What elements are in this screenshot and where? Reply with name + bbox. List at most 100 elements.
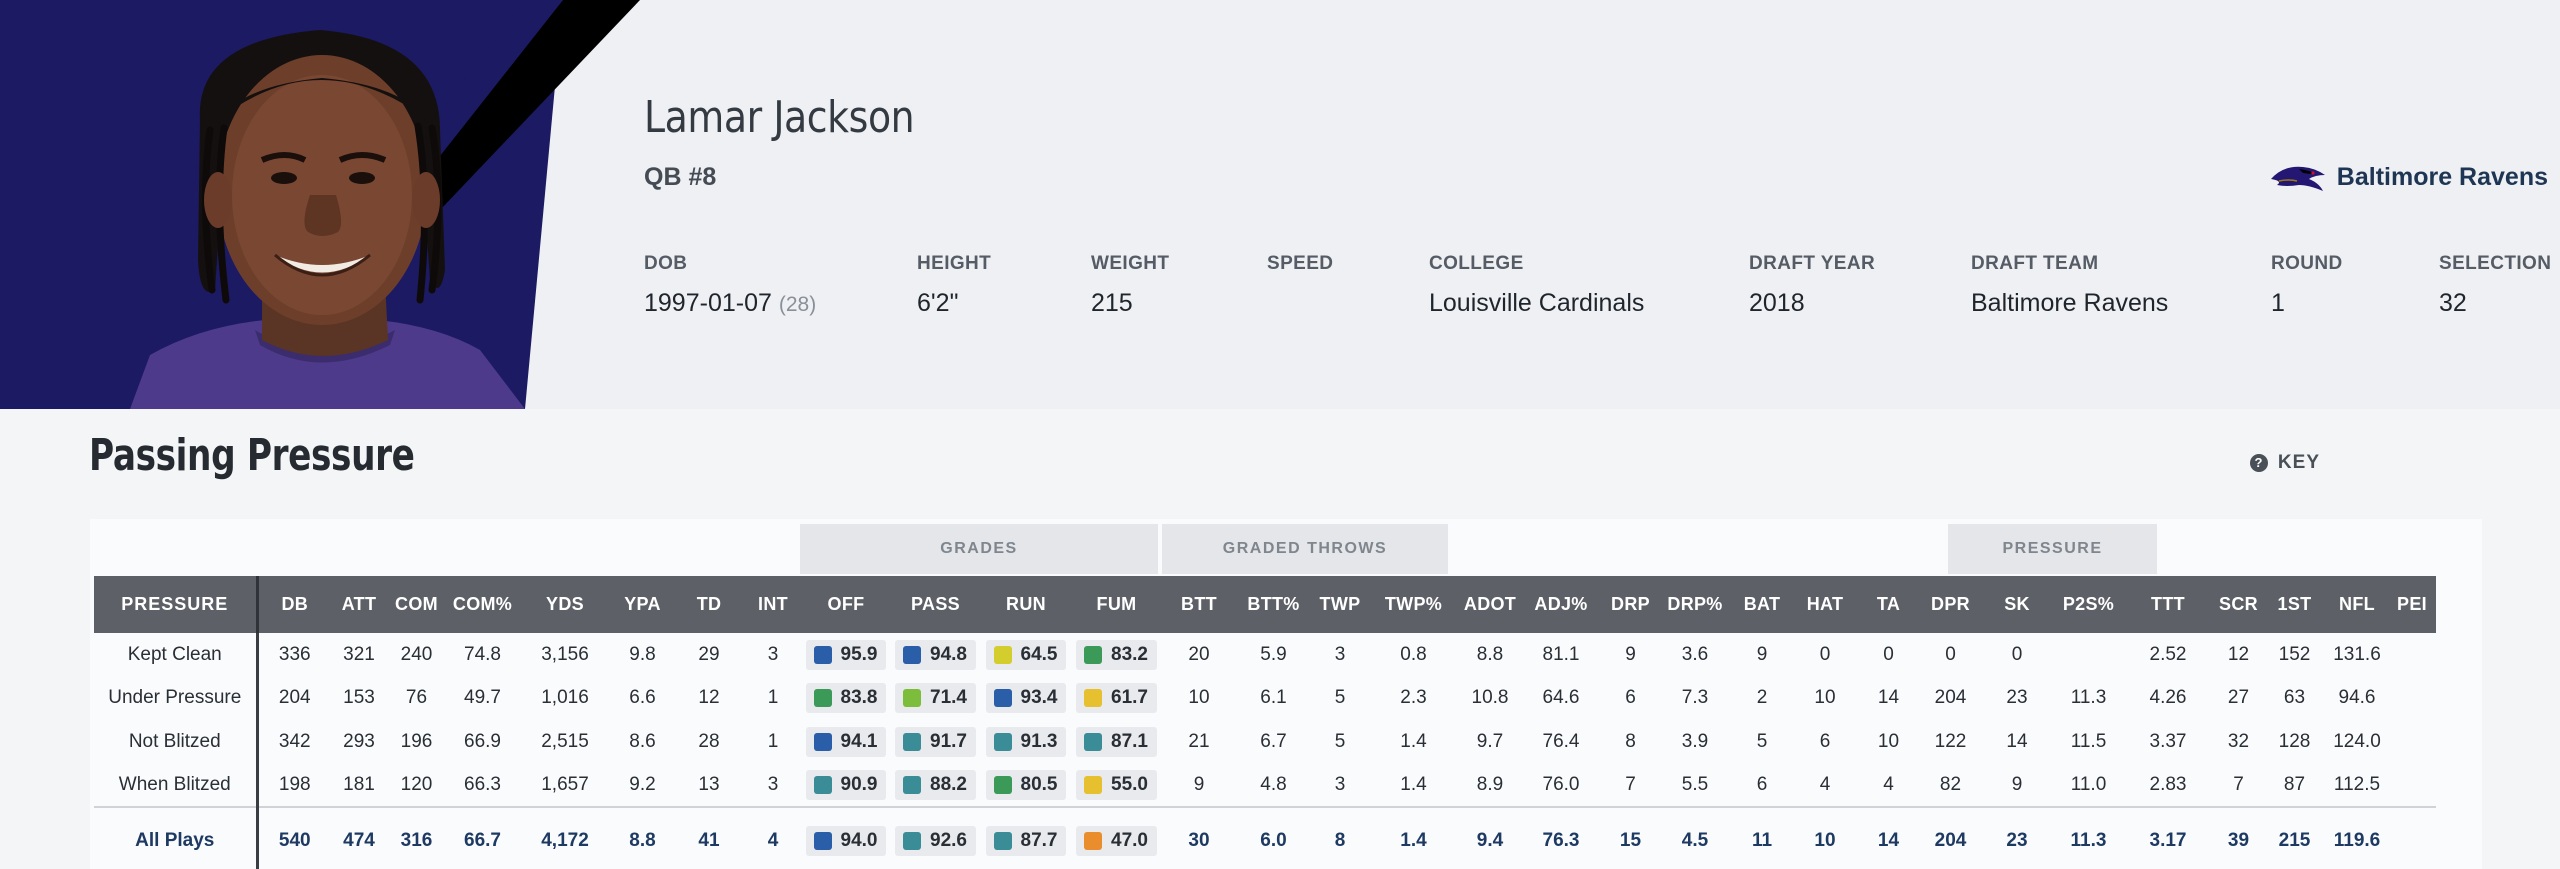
table-cell: 0 [2011,643,2023,665]
section-title: Passing Pressure [89,430,415,481]
grade-color-swatch [993,831,1012,850]
column-header-p2s-[interactable]: P2S% [2055,576,2122,633]
column-header-att[interactable]: ATT [331,576,387,633]
player-photo [0,0,640,409]
column-header-adot[interactable]: ADOT [1458,576,1522,633]
row-label: All Plays [94,806,259,869]
column-header-adj-[interactable]: ADJ% [1522,576,1600,633]
column-header-off[interactable]: OFF [802,576,890,633]
column-header-int[interactable]: INT [744,576,802,633]
table-cell: 76.4 [1542,730,1580,752]
column-header-ttt[interactable]: TTT [2122,576,2214,633]
table-cell: 3.37 [2149,730,2187,752]
bio-value: 6'2" [917,289,959,317]
column-header-bat[interactable]: BAT [1729,576,1795,633]
table-row: When Blitzed 198 181 120 66.3 1,657 9.2 13 3 90.9… [94,763,2436,807]
column-header-pass[interactable]: PASS [890,576,981,633]
grade-cell: 47.0 [1071,806,1162,869]
grade-value: 91.7 [930,730,967,752]
table-cell: 20 [1188,643,1210,665]
key-button[interactable]: ? KEY [2249,452,2320,474]
table-cell: 66.3 [464,773,501,795]
column-header-db[interactable]: DB [257,576,331,633]
column-header-btt[interactable]: BTT [1162,576,1236,633]
grade-cell: 83.8 [802,677,890,721]
column-header-td[interactable]: TD [674,576,744,633]
table-cell: 9 [1625,643,1636,665]
grade-badge: 91.7 [895,726,976,757]
table-cell: 153 [343,687,375,709]
table-cell: 9.7 [1476,730,1504,752]
grade-cell: 91.3 [981,720,1071,764]
table-cell: 316 [387,806,446,869]
grade-color-swatch [1084,732,1102,751]
table-cell: 10 [1188,687,1210,709]
column-header-drp-[interactable]: DRP% [1661,576,1729,633]
table-cell: 10 [1877,730,1900,752]
grade-value: 93.4 [1020,687,1058,709]
grade-value: 83.2 [1111,643,1148,665]
grade-color-swatch [993,732,1012,751]
table-cell: 8.9 [1476,773,1504,795]
column-header-nfl[interactable]: NFL [2326,576,2388,633]
bio-draft-year: DRAFT YEAR 2018 [1749,253,1875,318]
column-header-twp[interactable]: TWP [1311,576,1369,633]
grade-color-swatch [903,645,921,664]
table-cell: 119.6 [2326,806,2388,869]
table-cell: 7 [2233,773,2244,795]
bio-weight: WEIGHT 215 [1091,253,1169,318]
grade-value: 80.5 [1020,773,1058,795]
grade-badge: 95.9 [805,639,887,670]
column-header-drp[interactable]: DRP [1600,576,1661,633]
column-header-1st[interactable]: 1ST [2263,576,2326,633]
table-cell: 124.0 [2333,730,2381,752]
table-cell: 1,016 [541,687,589,709]
table-cell: 6.1 [1260,687,1287,709]
grade-badge: 80.5 [985,769,1067,800]
column-header-twp-[interactable]: TWP% [1369,576,1458,633]
table-header-row: PRESSURE DB ATT COM COM% YDS YPA TD INT OFF PASS RU… [94,576,2436,633]
column-header-run[interactable]: RUN [981,576,1071,633]
column-header-fum[interactable]: FUM [1071,576,1162,633]
grade-color-swatch [993,645,1012,664]
column-header-com[interactable]: COM [387,576,446,633]
grade-cell: 93.4 [981,677,1071,721]
table-cell: 1,657 [541,773,589,795]
column-header-ypa[interactable]: YPA [611,576,674,633]
table-cell: 2.83 [2149,773,2187,795]
table-cell: 87 [2283,773,2306,795]
grade-cell: 91.7 [890,720,981,764]
table-cell: 76.3 [1522,806,1600,869]
column-header-scr[interactable]: SCR [2214,576,2263,633]
table-cell: 1 [767,730,779,752]
column-header-ta[interactable]: TA [1855,576,1922,633]
table-cell: 5.5 [1681,773,1709,795]
team-link[interactable]: Baltimore Ravens [2269,159,2548,195]
table-cell: 8.6 [629,730,656,752]
column-header-btt-[interactable]: BTT% [1236,576,1311,633]
column-header-sk[interactable]: SK [1979,576,2055,633]
table-cell: 4 [744,806,802,869]
grade-color-swatch [1084,689,1102,708]
table-cell: 9.4 [1458,806,1522,869]
table-cell: 3.17 [2122,806,2214,869]
bio-label: HEIGHT [917,253,992,274]
column-header-yds[interactable]: YDS [519,576,611,633]
table-cell: 4.8 [1260,773,1287,795]
column-header-pressure[interactable]: PRESSURE [94,576,259,633]
table-cell: 14 [1877,687,1900,709]
column-header-dpr[interactable]: DPR [1922,576,1979,633]
column-header-pei[interactable]: PEI [2388,576,2436,633]
grade-color-swatch [813,732,832,751]
table-cell [2388,677,2436,721]
table-cell: 204 [1922,806,1979,869]
grade-cell: 64.5 [981,633,1071,677]
table-cell: 11.5 [2070,730,2107,752]
group-graded-throws: GRADED THROWS [1162,524,1448,574]
grade-value: 71.4 [930,687,967,709]
table-row: Kept Clean 336 321 240 74.8 3,156 9.8 29 3 95.9 94… [94,633,2436,677]
column-header-hat[interactable]: HAT [1795,576,1855,633]
table-cell: 0 [1945,643,1956,665]
column-header-com-[interactable]: COM% [446,576,519,633]
grade-badge: 94.8 [895,639,976,670]
